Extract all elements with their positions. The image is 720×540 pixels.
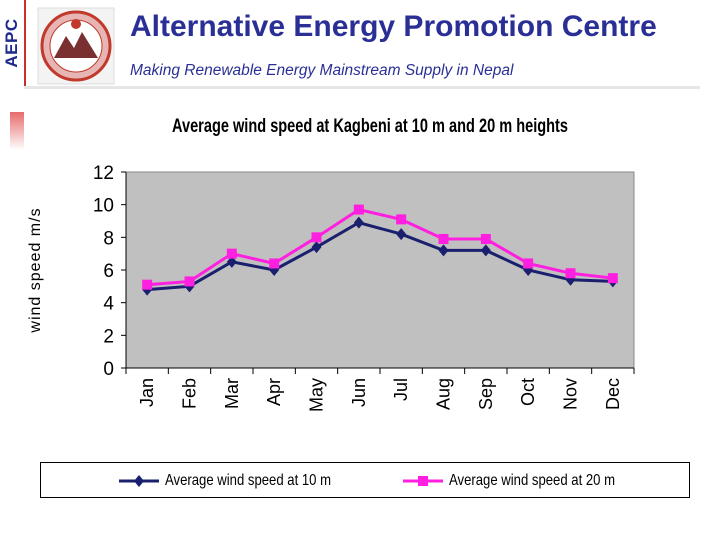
data-point-10m xyxy=(480,244,491,257)
data-point-20m xyxy=(311,232,322,243)
x-tick-label: Aug xyxy=(434,378,454,410)
x-tick-label: Jul xyxy=(391,378,411,401)
data-point-20m xyxy=(226,248,237,259)
series-line-10m xyxy=(147,221,613,292)
data-point-10m xyxy=(396,228,407,241)
page-title: Alternative Energy Promotion Centre xyxy=(130,10,657,43)
header-divider xyxy=(24,86,700,89)
data-point-20m xyxy=(480,233,491,244)
chart-title: Average wind speed at Kagbeni at 10 m an… xyxy=(172,116,568,137)
data-point-20m xyxy=(523,258,534,269)
series-layer xyxy=(142,204,618,296)
series-line-20m xyxy=(147,207,614,287)
y-tick-label: 0 xyxy=(103,359,114,380)
data-point-10m xyxy=(311,241,322,254)
data-point-10m xyxy=(353,216,364,229)
x-tick-label: Oct xyxy=(518,378,538,406)
legend-label-20m: Average wind speed at 20 m xyxy=(449,472,616,489)
chart-legend: Average wind speed at 10 m Average wind … xyxy=(40,462,690,498)
legend-swatch-20m-icon xyxy=(403,476,443,486)
x-axis: Jan Feb Mar Apr May Jun Jul Aug Sep Oct Nov Dec xyxy=(125,367,635,412)
left-accent-bar xyxy=(10,112,24,150)
x-tick-label: Jun xyxy=(349,378,369,407)
data-point-20m xyxy=(607,273,618,284)
y-tick-label: 4 xyxy=(103,294,114,315)
y-axis: 0 2 4 6 8 10 12 xyxy=(93,163,127,380)
x-tick-label: Feb xyxy=(180,378,200,409)
y-tick-label: 6 xyxy=(103,261,114,282)
data-point-20m xyxy=(438,233,449,244)
legend-label-10m: Average wind speed at 10 m xyxy=(165,472,332,489)
x-tick-label: Dec xyxy=(603,378,623,410)
page-subtitle: Making Renewable Energy Mainstream Suppl… xyxy=(130,62,514,79)
x-tick-label: Jan xyxy=(137,378,157,407)
y-tick-label: 10 xyxy=(93,196,114,217)
legend-item-10m: Average wind speed at 10 m xyxy=(119,463,368,499)
x-tick-label: Nov xyxy=(561,378,581,410)
y-axis-label: wind speed m/s xyxy=(27,207,44,333)
legend-swatch-10m-icon xyxy=(119,475,159,487)
emblem-logo xyxy=(36,6,116,86)
x-tick-label: Mar xyxy=(222,378,242,409)
data-point-20m xyxy=(269,258,280,269)
data-point-20m xyxy=(184,276,195,287)
data-point-10m xyxy=(226,255,237,268)
y-tick-label: 8 xyxy=(103,228,114,249)
y-tick-label: 2 xyxy=(103,326,114,347)
data-point-20m xyxy=(353,204,364,215)
data-point-20m xyxy=(396,214,407,225)
x-tick-label: May xyxy=(307,378,327,412)
x-tick-label: Sep xyxy=(476,378,496,410)
side-tag: AEPC xyxy=(0,0,26,86)
data-point-10m xyxy=(438,244,449,257)
plot-area xyxy=(125,171,635,369)
data-point-20m xyxy=(142,279,153,290)
y-tick-label: 12 xyxy=(93,163,114,184)
legend-item-20m: Average wind speed at 20 m xyxy=(403,463,652,499)
data-point-20m xyxy=(565,268,576,279)
x-tick-label: Apr xyxy=(264,378,284,406)
